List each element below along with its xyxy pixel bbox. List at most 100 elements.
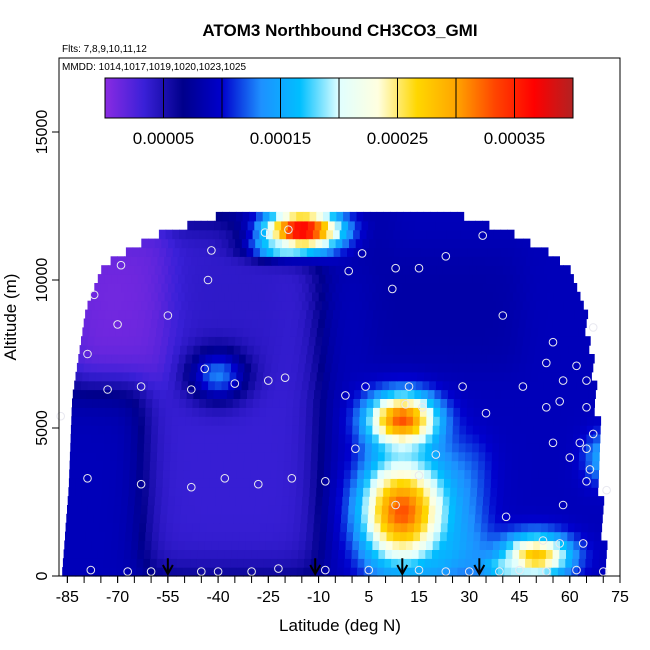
sample-point	[458, 382, 467, 391]
heat-cell	[231, 362, 239, 373]
heat-cell	[236, 327, 244, 337]
heat-cell	[138, 354, 146, 364]
heat-cell	[308, 265, 317, 275]
heat-cell	[480, 354, 488, 364]
heat-cell	[68, 487, 76, 497]
heat-cell	[362, 265, 370, 275]
heat-cell	[333, 309, 341, 320]
heat-cell	[133, 389, 141, 399]
heat-cell	[235, 487, 244, 497]
heat-cell	[404, 460, 412, 471]
heat-cell	[257, 451, 265, 462]
heat-cell	[243, 567, 251, 577]
heat-cell	[225, 354, 233, 364]
heat-cell	[245, 416, 253, 426]
heat-cell	[150, 442, 158, 453]
heat-cell	[273, 389, 282, 399]
heat-cell	[216, 567, 224, 577]
heat-cell	[135, 371, 144, 382]
heat-cell	[536, 496, 544, 506]
heat-cell	[412, 274, 420, 284]
heat-cell	[406, 531, 414, 542]
heat-cell	[255, 496, 263, 506]
heat-cell	[102, 371, 110, 382]
heat-cell	[357, 469, 365, 479]
heat-cell	[435, 300, 444, 311]
heat-cell	[344, 460, 352, 471]
heat-cell	[209, 567, 217, 577]
heat-cell	[236, 567, 244, 577]
heat-cell	[180, 505, 189, 515]
heat-cell	[161, 238, 169, 249]
heat-cell	[75, 567, 83, 577]
heat-cell	[449, 283, 457, 293]
sample-point	[582, 403, 591, 412]
heat-cell	[523, 238, 531, 249]
heat-cell	[392, 291, 400, 302]
heat-cell	[474, 345, 483, 355]
heat-cell	[454, 522, 462, 533]
heat-cell	[399, 291, 407, 302]
heat-cell	[388, 505, 396, 515]
heat-cell	[532, 451, 540, 462]
heat-cell	[445, 451, 453, 462]
heat-cell	[573, 291, 581, 302]
heat-cell	[349, 211, 358, 222]
heat-cell	[76, 442, 85, 453]
heat-cell	[198, 407, 207, 417]
heat-cell	[479, 416, 488, 426]
heat-cell	[385, 425, 394, 435]
heat-cell	[457, 371, 465, 382]
heat-cell	[531, 460, 540, 471]
sample-point	[388, 284, 397, 294]
heat-cell	[166, 247, 174, 257]
heat-cell	[373, 354, 381, 364]
heat-cell	[527, 531, 535, 542]
sample-point	[401, 400, 410, 409]
heat-cell	[424, 327, 432, 337]
heat-cell	[580, 425, 588, 435]
heat-cell	[596, 505, 604, 515]
heat-cell	[475, 505, 483, 515]
heat-cell	[213, 247, 221, 257]
heat-cell	[160, 345, 168, 355]
heat-cell	[117, 433, 125, 444]
heat-cell	[487, 309, 495, 320]
heat-cell	[384, 451, 392, 462]
heat-cell	[168, 238, 176, 249]
heat-cell	[87, 300, 95, 311]
heat-cell	[153, 513, 161, 524]
heat-cell	[505, 318, 514, 328]
heat-cell	[529, 505, 537, 515]
heat-cell	[284, 433, 293, 444]
heat-cell	[150, 256, 159, 266]
heat-cell	[418, 433, 427, 444]
heat-cell	[428, 505, 436, 515]
heat-cell	[558, 327, 566, 337]
sample-point	[344, 266, 354, 276]
heat-cell	[272, 398, 281, 408]
heat-cell	[397, 478, 405, 488]
heat-cell	[130, 549, 138, 559]
heat-cell	[409, 496, 417, 506]
heat-cell	[92, 522, 100, 533]
heat-cell	[349, 496, 357, 506]
heat-cell	[136, 469, 144, 479]
heat-cell	[453, 407, 461, 417]
heat-cell	[161, 265, 169, 275]
heat-cell	[452, 540, 461, 550]
heat-cell	[67, 505, 75, 515]
heat-cell	[276, 469, 285, 479]
heat-cell	[86, 513, 94, 524]
heat-cell	[298, 291, 306, 302]
heat-cell	[497, 487, 505, 497]
heat-cell	[574, 522, 582, 533]
heat-cell	[158, 229, 167, 240]
heat-cell	[507, 522, 515, 533]
heat-cell	[586, 549, 594, 559]
heat-cell	[271, 540, 280, 550]
heat-cell	[137, 256, 145, 266]
heat-cell	[307, 389, 315, 399]
heat-cell	[148, 336, 156, 346]
